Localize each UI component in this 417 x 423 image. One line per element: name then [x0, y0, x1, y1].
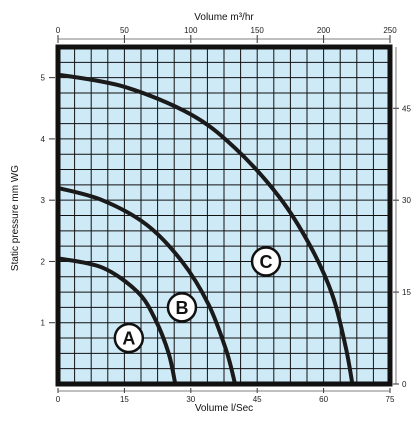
left-tick-label: 5 — [41, 74, 46, 83]
top-tick-label: 100 — [184, 26, 198, 35]
right-tick-label: 15 — [402, 288, 411, 297]
left-tick-label: 4 — [41, 135, 46, 144]
curve-c — [56, 72, 355, 386]
right-tick-label: 45 — [402, 104, 411, 113]
bottom-tick-label: 0 — [56, 395, 61, 404]
top-tick-label: 150 — [251, 26, 265, 35]
right-tick-label: 30 — [402, 196, 411, 205]
left-tick-label: 3 — [41, 196, 46, 205]
curve-label-c: C — [250, 246, 282, 277]
curve-labels: A B C — [113, 246, 282, 354]
curve-label-circle — [113, 322, 145, 354]
bottom-tick-label: 45 — [253, 395, 262, 404]
left-tick-label: 1 — [41, 319, 46, 328]
curve-label-text: B — [175, 298, 188, 318]
left-axis-title: Static pressure mm WG — [10, 165, 21, 271]
curves — [56, 72, 355, 386]
bottom-tick-label: 15 — [120, 395, 129, 404]
bottom-tick-label: 60 — [319, 395, 328, 404]
plot-border — [55, 44, 393, 387]
top-tick-label: 0 — [56, 26, 61, 35]
bottom-tick-label: 30 — [186, 395, 195, 404]
curve-label-a: A — [113, 322, 145, 354]
curve-label-text: C — [260, 252, 273, 272]
top-tick-label: 50 — [120, 26, 129, 35]
left-tick-label: 2 — [41, 257, 46, 266]
plot-frame — [55, 44, 393, 387]
plot-grid — [58, 47, 390, 384]
curve-label-circle — [166, 292, 198, 323]
curve-a — [56, 256, 178, 386]
curve-label-circle — [250, 246, 282, 277]
bottom-tick-label: 75 — [386, 395, 395, 404]
top-tick-label: 250 — [383, 26, 397, 35]
curve-label-b: B — [166, 292, 198, 323]
curve-b — [56, 185, 238, 386]
top-axis-title: Volume m³/hr — [194, 12, 254, 23]
top-tick-label: 200 — [317, 26, 331, 35]
curve-label-text: A — [122, 329, 135, 349]
right-tick-label: 0 — [402, 380, 407, 389]
bottom-axis-title: Volume l/Sec — [195, 403, 253, 414]
